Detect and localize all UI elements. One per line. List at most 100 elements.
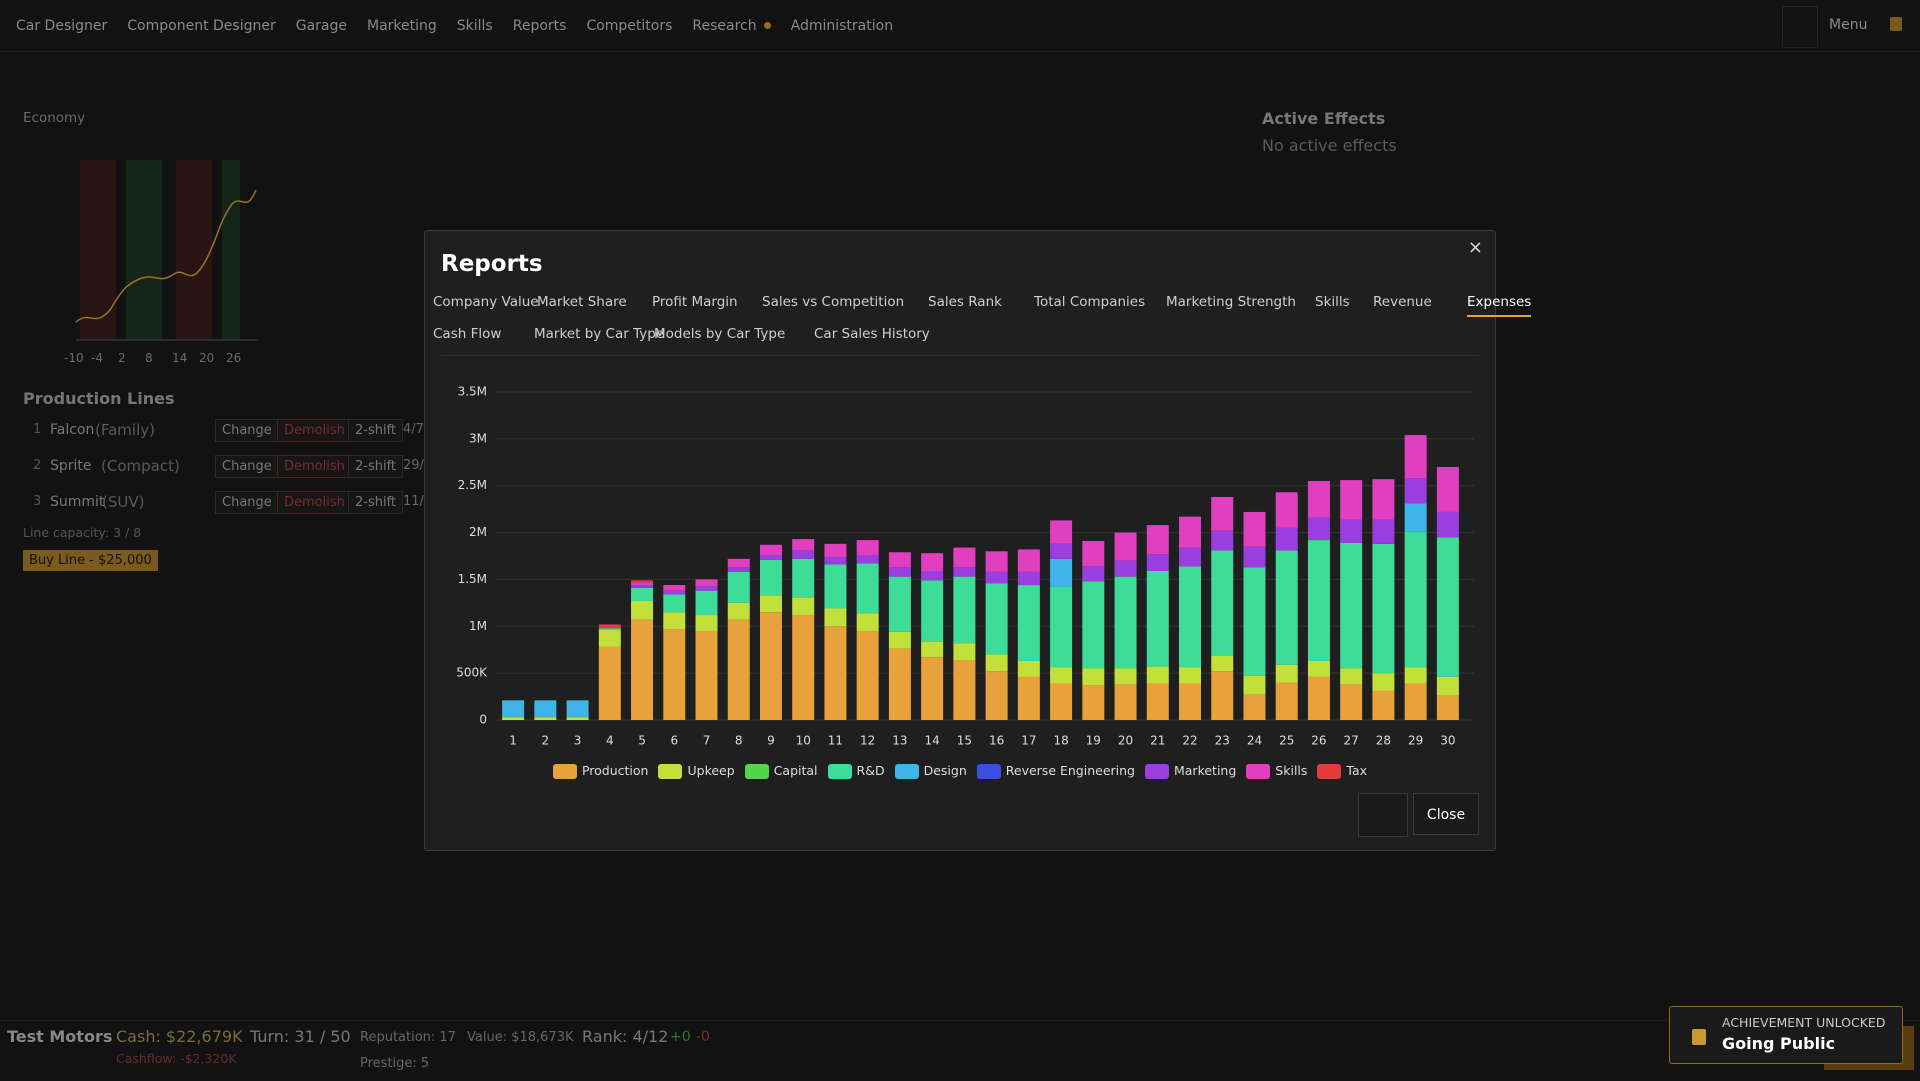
x-tick-label: 15 xyxy=(957,734,972,748)
legend-label: Skills xyxy=(1275,763,1308,778)
legend-swatch xyxy=(744,764,769,779)
bar-segment xyxy=(1017,571,1040,586)
bar-segment xyxy=(663,612,686,630)
nav-item[interactable]: Administration xyxy=(790,17,894,34)
bar-segment xyxy=(1372,519,1395,544)
bar-segment xyxy=(1243,546,1266,568)
tab[interactable]: Models by Car Type xyxy=(654,326,786,342)
band xyxy=(80,160,116,340)
nav-item[interactable]: Skills xyxy=(456,17,493,34)
bar-segment xyxy=(856,555,879,564)
bar-segment xyxy=(1404,435,1427,479)
bar-segment xyxy=(1050,520,1073,544)
legend-swatch xyxy=(1317,764,1342,779)
tab[interactable]: Company Value xyxy=(433,294,539,310)
band xyxy=(126,160,162,340)
bar-segment xyxy=(695,579,718,586)
tab[interactable]: Car Sales History xyxy=(814,326,930,342)
bar-segment xyxy=(792,558,815,598)
bar-segment xyxy=(985,571,1008,584)
shift-button[interactable]: 2-shift xyxy=(348,491,404,514)
bar-segment xyxy=(1114,668,1137,685)
legend-item: Upkeep xyxy=(658,763,735,779)
bar-segment xyxy=(1082,541,1105,567)
bar-segment xyxy=(1050,543,1073,559)
legend-swatch xyxy=(827,764,852,779)
x-tick-label: 8 xyxy=(735,734,743,748)
legend-swatch xyxy=(658,764,683,779)
x-tick-label: 24 xyxy=(1247,734,1262,748)
bar-segment xyxy=(566,700,589,718)
bar-segment xyxy=(502,700,525,718)
tab[interactable]: Marketing Strength xyxy=(1166,294,1296,310)
tab[interactable]: Sales Rank xyxy=(928,294,1002,310)
change-button[interactable]: Change xyxy=(215,491,279,514)
y-tick-label: 2.5M xyxy=(458,478,487,492)
tab[interactable]: Skills xyxy=(1315,294,1350,310)
bar-segment xyxy=(824,608,847,627)
bar-segment xyxy=(1211,530,1234,551)
legend-swatch xyxy=(1246,764,1271,779)
x-tick-label: 7 xyxy=(703,734,711,748)
buy-line-button[interactable]: Buy Line - $25,000 xyxy=(23,550,158,571)
tab[interactable]: Sales vs Competition xyxy=(762,294,905,310)
nav-item[interactable]: Car Designer xyxy=(16,17,108,34)
bar-segment xyxy=(631,587,654,601)
tab[interactable]: Profit Margin xyxy=(652,294,738,310)
legend-label: Design xyxy=(923,763,967,778)
demolish-button[interactable]: Demolish xyxy=(277,419,352,442)
tab[interactable]: Expenses xyxy=(1467,294,1532,317)
tab[interactable]: Total Companies xyxy=(1034,294,1146,310)
nav-item[interactable]: Competitors xyxy=(586,17,673,34)
tab[interactable]: Market Share xyxy=(537,294,627,310)
change-button[interactable]: Change xyxy=(215,419,279,442)
nav-item[interactable]: Reports xyxy=(512,17,567,34)
production-lines-title: Production Lines xyxy=(23,389,175,408)
close-button[interactable]: Close xyxy=(1413,793,1479,835)
legend-label: Capital xyxy=(773,763,818,778)
bar-segment xyxy=(1436,676,1459,696)
bar-segment xyxy=(663,590,686,595)
shift-button[interactable]: 2-shift xyxy=(348,419,404,442)
x-tick-label: 26 xyxy=(1311,734,1326,748)
legend-label: Tax xyxy=(1346,763,1368,778)
menu[interactable]: Menu xyxy=(1829,17,1868,33)
nav-item[interactable]: Garage xyxy=(295,17,347,34)
tab[interactable]: Market by Car Type xyxy=(534,326,665,342)
row-status: 11/ xyxy=(403,494,424,509)
shift-button[interactable]: 2-shift xyxy=(348,455,404,478)
tab[interactable]: Cash Flow xyxy=(433,326,502,342)
x-tick-label: 14 xyxy=(925,734,940,748)
bar-segment xyxy=(1275,664,1298,683)
demolish-button[interactable]: Demolish xyxy=(277,455,352,478)
nav-item[interactable]: Marketing xyxy=(366,17,437,34)
demolish-button[interactable]: Demolish xyxy=(277,491,352,514)
modal-title: Reports xyxy=(441,251,543,277)
bar-segment xyxy=(888,631,911,649)
close-x[interactable]: × xyxy=(1467,237,1483,258)
bar-segment xyxy=(1179,667,1202,684)
icon-button[interactable] xyxy=(1782,6,1818,48)
x-tick-label: 11 xyxy=(828,734,843,748)
tab[interactable]: Revenue xyxy=(1373,294,1432,310)
nav-item[interactable]: Research xyxy=(692,18,771,34)
x-tick-label: 30 xyxy=(1440,734,1455,748)
bar-segment xyxy=(824,556,847,565)
x-tick-label: 17 xyxy=(1021,734,1036,748)
legend-label: R&D xyxy=(856,763,885,778)
change-button[interactable]: Change xyxy=(215,455,279,478)
nav-item[interactable]: Component Designer xyxy=(127,17,276,34)
cashflow: Cashflow: -$2,320K xyxy=(116,1051,237,1066)
legend-item: Skills xyxy=(1246,763,1307,779)
bar-segment xyxy=(921,570,944,581)
icon-button[interactable] xyxy=(1358,793,1408,837)
bar-segment xyxy=(856,540,879,556)
bar-segment xyxy=(1307,676,1330,720)
bar-segment xyxy=(663,629,686,720)
bar-segment xyxy=(824,564,847,609)
x-tick-label: 28 xyxy=(1376,734,1391,748)
bar-segment xyxy=(1307,481,1330,518)
bar-segment xyxy=(1017,660,1040,677)
